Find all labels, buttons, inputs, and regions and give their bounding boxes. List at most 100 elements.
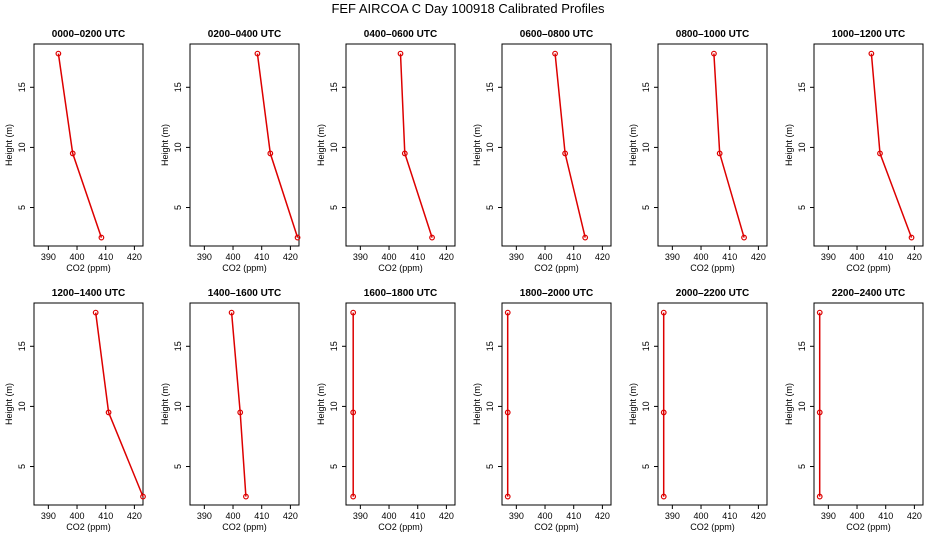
x-tick-label: 390 bbox=[821, 252, 836, 262]
y-tick-label: 5 bbox=[173, 205, 183, 210]
x-axis-label: CO2 (ppm) bbox=[690, 522, 735, 532]
profile-line bbox=[94, 312, 144, 497]
profile-line bbox=[399, 53, 433, 238]
x-tick-label: 390 bbox=[353, 511, 368, 521]
data-point bbox=[660, 409, 667, 416]
data-point bbox=[582, 234, 589, 241]
data-point bbox=[105, 409, 112, 416]
profile-panel-7: 1200–1400 UTC 390 400 410 420 5 10 15 CO2 (ppm) H… bbox=[4, 288, 146, 532]
y-axis-label: Height (m) bbox=[472, 383, 482, 425]
profile-panel-9: 1600–1800 UTC 390 400 410 420 5 10 15 CO2 (ppm) H… bbox=[316, 288, 456, 532]
panel-title: 0000–0200 UTC bbox=[52, 29, 125, 40]
data-point bbox=[429, 234, 435, 241]
y-tick-label: 15 bbox=[329, 82, 339, 92]
y-tick-label: 10 bbox=[173, 401, 183, 411]
panel-title: 2000–2200 UTC bbox=[676, 288, 749, 299]
y-tick-label: 5 bbox=[17, 205, 27, 210]
y-tick-label: 15 bbox=[17, 82, 27, 92]
x-tick-label: 390 bbox=[41, 252, 56, 262]
x-tick-label: 410 bbox=[878, 511, 893, 521]
panel-title: 0800–1000 UTC bbox=[676, 29, 749, 40]
profile-panel-5: 0800–1000 UTC 390 400 410 420 5 10 15 CO2 (ppm) H… bbox=[628, 29, 768, 273]
x-tick-label: 420 bbox=[595, 511, 610, 521]
data-point bbox=[92, 309, 99, 316]
x-tick-label: 400 bbox=[694, 252, 709, 262]
x-tick-label: 400 bbox=[850, 511, 865, 521]
data-point bbox=[267, 150, 274, 157]
plot-frame bbox=[33, 302, 144, 506]
y-tick-label: 5 bbox=[329, 464, 339, 469]
profile-panel-1: 0000–0200 UTC 390 400 410 420 5 10 15 CO2 (ppm) H… bbox=[4, 29, 144, 273]
x-tick-label: 400 bbox=[538, 511, 553, 521]
x-tick-label: 390 bbox=[41, 511, 56, 521]
x-tick-label: 390 bbox=[353, 252, 368, 262]
plot-frame bbox=[345, 302, 456, 506]
data-point bbox=[816, 309, 823, 316]
data-point bbox=[98, 234, 105, 241]
x-tick-label: 410 bbox=[878, 252, 893, 262]
data-point bbox=[228, 309, 235, 316]
y-axis-label: Height (m) bbox=[472, 124, 482, 166]
x-tick-label: 420 bbox=[439, 511, 454, 521]
data-point bbox=[741, 234, 747, 241]
x-axis-label: CO2 (ppm) bbox=[378, 263, 423, 273]
x-tick-label: 390 bbox=[509, 511, 524, 521]
x-tick-label: 400 bbox=[226, 252, 241, 262]
y-tick-label: 5 bbox=[641, 205, 651, 210]
panel-title: 1600–1800 UTC bbox=[364, 288, 437, 299]
data-point bbox=[350, 493, 357, 500]
profile-panel-8: 1400–1600 UTC 390 400 410 420 5 10 15 CO2 (ppm) H… bbox=[160, 288, 300, 532]
x-tick-label: 410 bbox=[254, 252, 269, 262]
x-tick-label: 410 bbox=[98, 511, 113, 521]
x-tick-label: 400 bbox=[226, 511, 241, 521]
data-point bbox=[504, 409, 511, 416]
x-tick-label: 390 bbox=[197, 511, 212, 521]
profile-panel-4: 0600–0800 UTC 390 400 410 420 5 10 15 CO2 (ppm) H… bbox=[472, 29, 612, 273]
x-tick-label: 390 bbox=[509, 252, 524, 262]
y-axis-label: Height (m) bbox=[628, 383, 638, 425]
plot-frame bbox=[501, 302, 612, 506]
panel-title: 0600–0800 UTC bbox=[520, 29, 593, 40]
data-point bbox=[504, 309, 511, 316]
x-tick-label: 400 bbox=[70, 252, 85, 262]
y-tick-label: 15 bbox=[173, 341, 183, 351]
x-tick-label: 410 bbox=[254, 511, 269, 521]
x-axis-label: CO2 (ppm) bbox=[846, 263, 891, 273]
x-tick-label: 410 bbox=[722, 252, 737, 262]
plot-frame bbox=[189, 302, 300, 506]
panel-grid: 0000–0200 UTC 390 400 410 420 5 10 15 CO2 (ppm) H… bbox=[4, 29, 924, 532]
y-tick-label: 5 bbox=[797, 205, 807, 210]
data-point bbox=[350, 309, 357, 316]
profile-line bbox=[256, 53, 299, 238]
x-tick-label: 410 bbox=[722, 511, 737, 521]
y-tick-label: 10 bbox=[329, 401, 339, 411]
plot-frame bbox=[189, 43, 300, 247]
x-tick-label: 400 bbox=[382, 511, 397, 521]
plot-frame bbox=[813, 43, 924, 247]
y-tick-label: 10 bbox=[17, 401, 27, 411]
x-tick-label: 390 bbox=[821, 511, 836, 521]
plot-frame bbox=[345, 43, 456, 247]
y-tick-label: 5 bbox=[485, 205, 495, 210]
x-axis-label: CO2 (ppm) bbox=[222, 263, 267, 273]
x-tick-label: 420 bbox=[907, 252, 922, 262]
x-tick-label: 420 bbox=[595, 252, 610, 262]
data-point bbox=[237, 409, 244, 416]
x-tick-label: 420 bbox=[283, 252, 298, 262]
data-point bbox=[716, 150, 723, 157]
data-point bbox=[397, 50, 404, 57]
data-point bbox=[55, 50, 62, 57]
x-axis-label: CO2 (ppm) bbox=[222, 522, 267, 532]
plot-frame bbox=[501, 43, 612, 247]
x-axis-label: CO2 (ppm) bbox=[846, 522, 891, 532]
y-axis-label: Height (m) bbox=[160, 124, 170, 166]
data-point bbox=[294, 234, 301, 241]
y-tick-label: 15 bbox=[329, 341, 339, 351]
data-point bbox=[504, 493, 511, 500]
data-point bbox=[140, 493, 146, 500]
x-tick-label: 410 bbox=[98, 252, 113, 262]
profile-panel-6: 1000–1200 UTC 390 400 410 420 5 10 15 CO2 (ppm) H… bbox=[784, 29, 924, 273]
data-point bbox=[660, 493, 667, 500]
x-tick-label: 410 bbox=[410, 511, 425, 521]
